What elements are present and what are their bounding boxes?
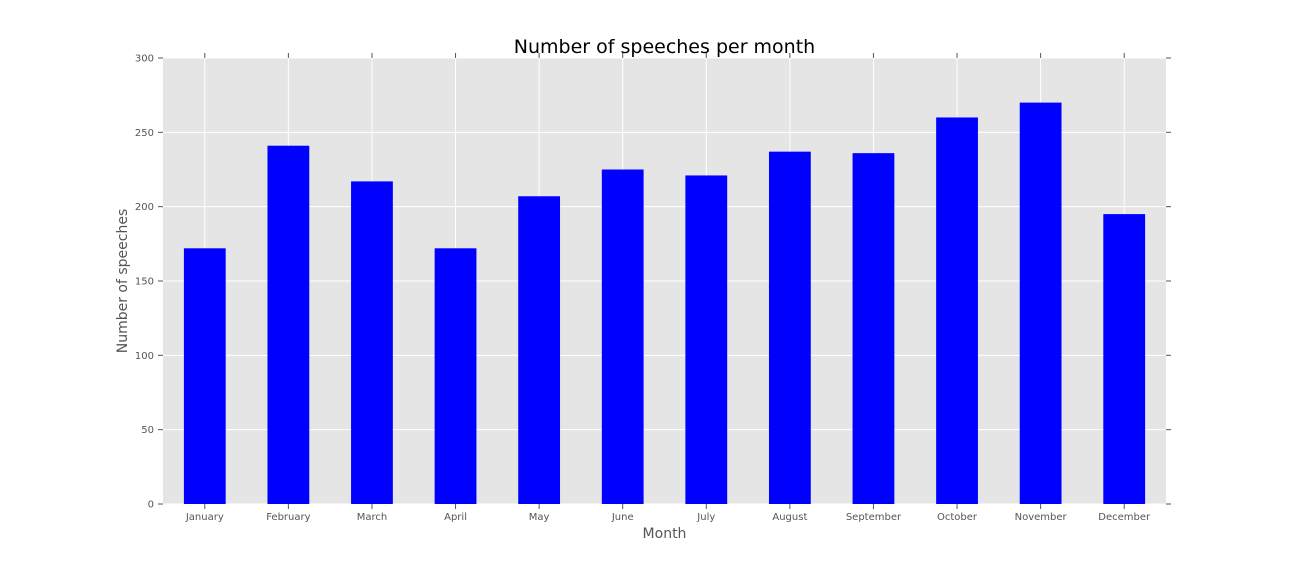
x-tick-label: April (444, 512, 467, 523)
x-tick-label: February (266, 512, 310, 523)
y-tick-label: 0 (148, 500, 154, 511)
chart-title: Number of speeches per month (514, 36, 815, 58)
x-tick-label: May (529, 512, 550, 523)
x-tick-label: July (696, 512, 715, 523)
y-axis-label: Number of speeches (115, 209, 131, 354)
y-tick-label: 300 (135, 54, 154, 65)
tick-labels: 0 50 100 150 200 250 300 January February March Ap… (135, 54, 1151, 524)
bar-november (1019, 102, 1062, 504)
bar-december (1103, 214, 1146, 504)
y-tick-label: 50 (141, 425, 154, 436)
bar-april (434, 248, 477, 504)
x-tick-label: December (1098, 512, 1151, 523)
y-tick-label: 100 (135, 351, 154, 362)
bar-may (518, 196, 561, 504)
x-tick-label: January (185, 512, 224, 523)
y-tick-label: 150 (135, 277, 154, 288)
x-tick-label: March (357, 512, 387, 523)
bar-august (768, 151, 811, 504)
bar-september (852, 153, 895, 504)
bar-october (936, 117, 978, 504)
bar-june (601, 169, 644, 504)
bars (183, 102, 1146, 505)
x-tick-label: October (937, 512, 978, 523)
y-tick-label: 250 (135, 128, 154, 139)
x-tick-label: November (1015, 512, 1068, 523)
x-tick-label: June (611, 512, 634, 523)
bar-july (685, 175, 728, 505)
bar-february (267, 145, 310, 505)
bar-march (351, 181, 393, 505)
x-tick-label: September (846, 512, 902, 523)
y-tick-label: 200 (135, 202, 154, 213)
axes (158, 53, 1171, 509)
x-tick-label: August (772, 512, 807, 523)
bar-january (183, 248, 226, 504)
x-axis-label: Month (643, 526, 687, 542)
